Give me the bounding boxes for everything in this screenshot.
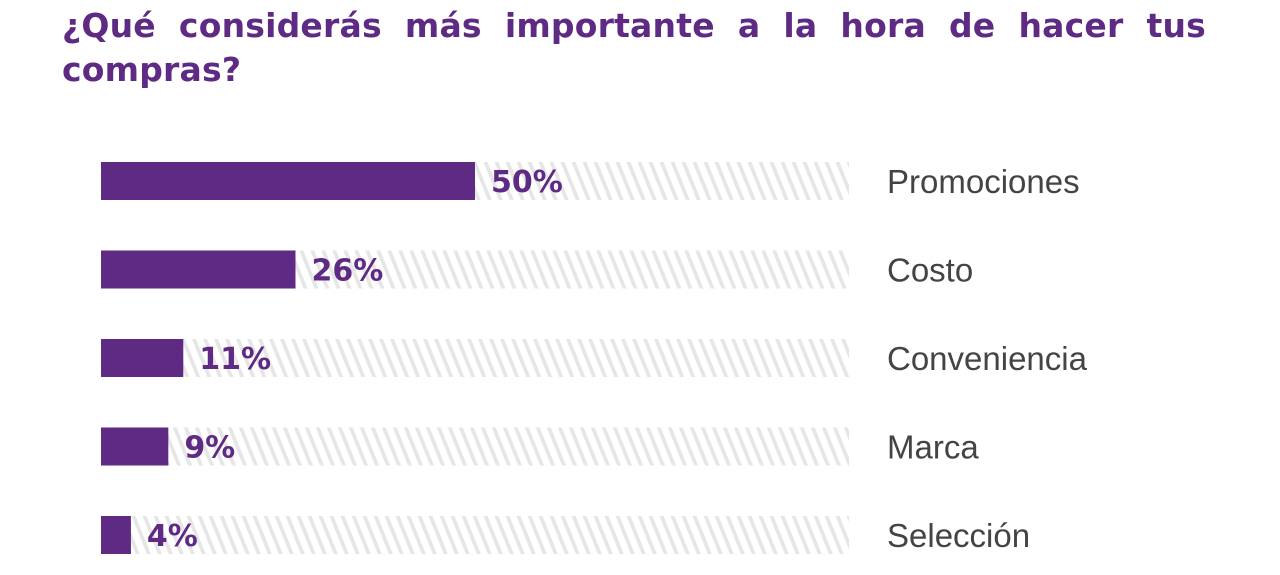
category-label: Marca <box>887 429 979 466</box>
value-label: 4% <box>147 519 198 554</box>
bar <box>101 162 475 200</box>
bar <box>101 427 169 466</box>
value-label: 9% <box>184 431 235 466</box>
bar <box>101 516 131 554</box>
category-label: Conveniencia <box>887 340 1088 377</box>
bar-track <box>101 339 849 377</box>
value-label: 26% <box>311 254 383 289</box>
bar <box>101 250 296 289</box>
bar-track <box>101 516 849 554</box>
bar <box>101 339 184 377</box>
category-label: Promociones <box>887 163 1080 200</box>
value-label: 11% <box>199 342 271 377</box>
category-label: Selección <box>887 517 1030 554</box>
bar-track <box>101 427 849 466</box>
category-label: Costo <box>887 252 973 289</box>
chart-title: ¿Qué considerás más importante a la hora… <box>62 6 1206 89</box>
value-label: 50% <box>491 165 563 200</box>
